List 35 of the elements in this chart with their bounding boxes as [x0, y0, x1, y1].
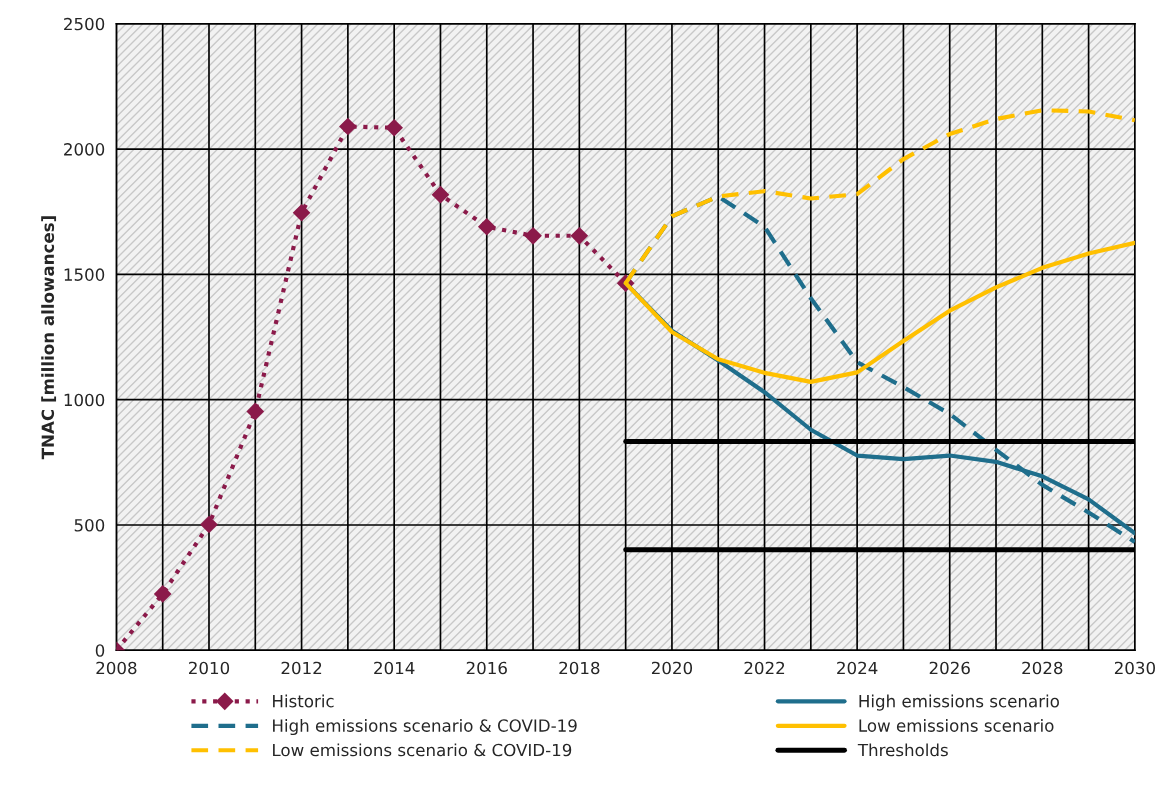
legend-label: Low emissions scenario	[859, 718, 1054, 732]
x-tick-label: 2012	[281, 661, 322, 675]
x-tick-label: 2014	[374, 661, 415, 675]
y-tick-label: 2000	[64, 143, 105, 156]
legend-label: Low emissions scenario & COVID-19	[273, 743, 572, 757]
x-tick-label: 2020	[651, 661, 693, 675]
x-tick-label: 2028	[1022, 661, 1063, 675]
point	[570, 226, 589, 245]
x-tick-label: 2024	[837, 661, 878, 675]
point	[524, 226, 542, 245]
x-tick-label: 2018	[559, 661, 600, 675]
y-tick-label: 0	[95, 644, 105, 657]
legend-label: Historic	[273, 694, 334, 708]
legend-label: High emissions scenario & COVID-19	[273, 718, 577, 736]
y-tick-label: 500	[74, 518, 105, 532]
x-tick-label: 2008	[96, 661, 137, 675]
point	[431, 185, 450, 204]
point	[477, 217, 496, 236]
x-tick-label: 2026	[929, 661, 970, 675]
legend-label: Thresholds	[857, 743, 948, 757]
y-tick-label: 2500	[64, 17, 105, 31]
point	[246, 402, 265, 421]
x-tick-label: 2022	[744, 661, 785, 675]
x-tick-label: 2030	[1114, 661, 1155, 675]
point	[200, 515, 218, 534]
y-tick-label: 1000	[64, 393, 105, 407]
point	[153, 585, 172, 603]
point	[339, 117, 357, 136]
legend-label: High emissions scenario	[859, 694, 1059, 711]
point	[292, 203, 311, 222]
x-tick-label: 2016	[466, 661, 507, 675]
x-tick-label: 2010	[189, 661, 230, 675]
point	[385, 118, 404, 137]
y-tick-label: 1500	[64, 268, 105, 281]
y-axis-title: TNAC [million allowances]	[41, 216, 57, 460]
